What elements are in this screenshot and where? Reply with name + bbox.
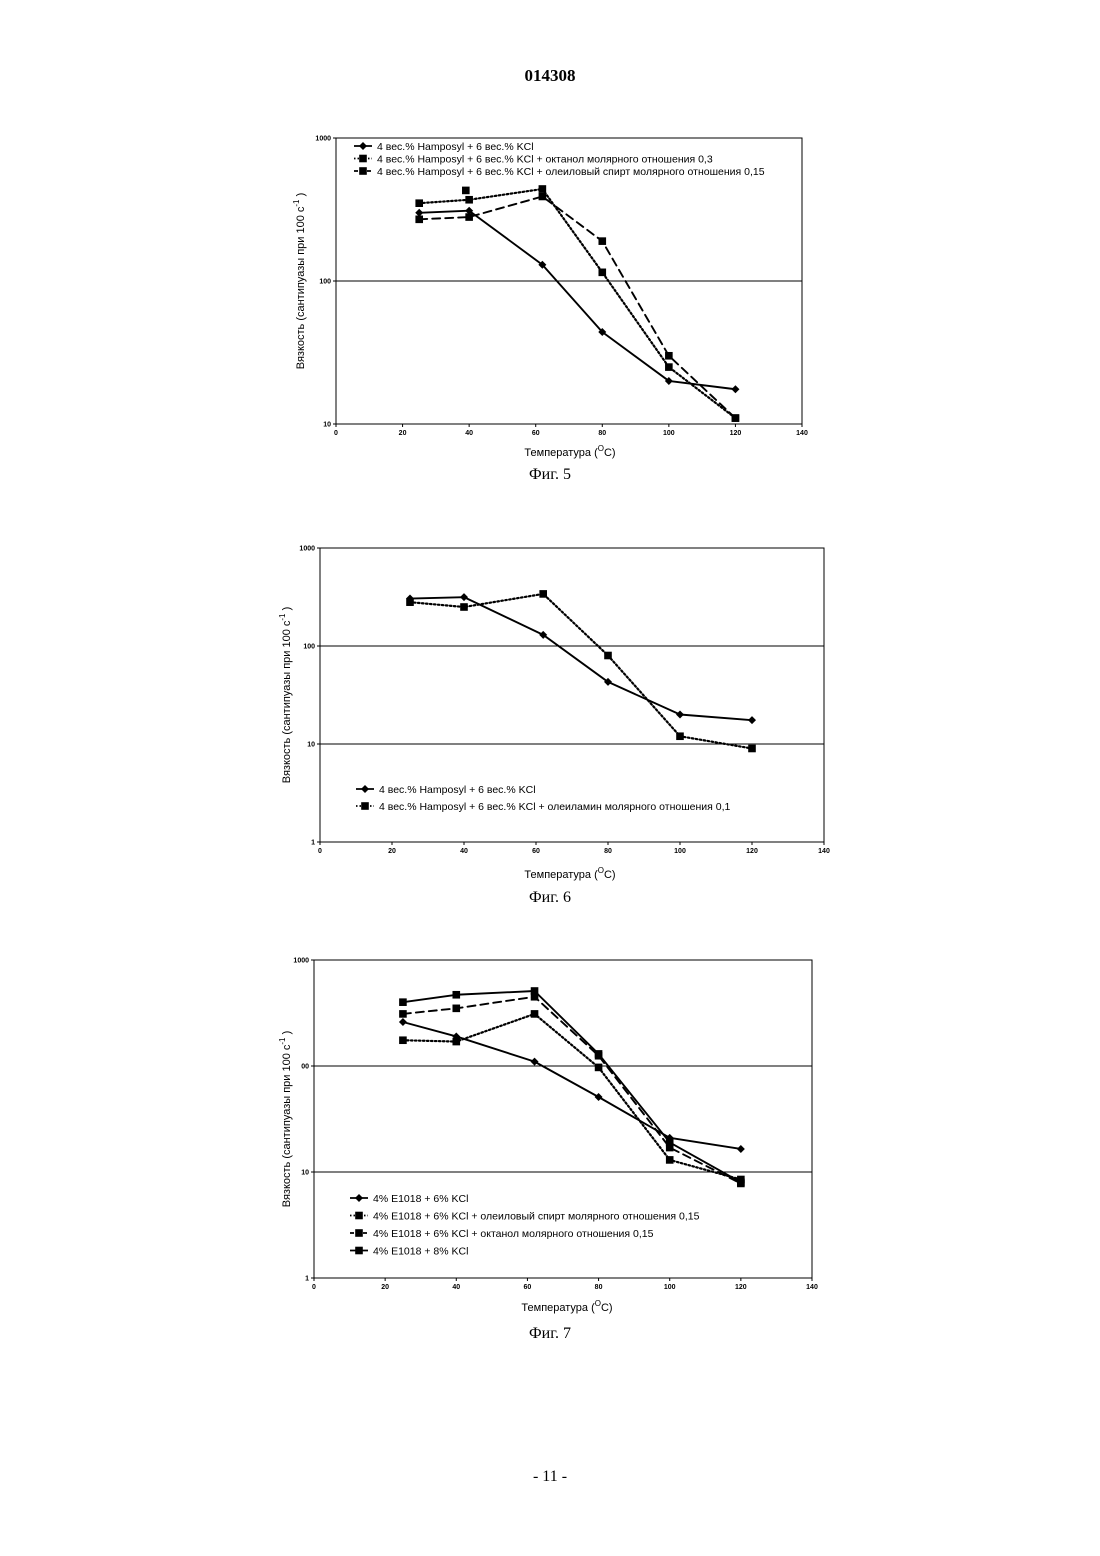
fig7-x-tick-label: 120: [735, 1284, 747, 1291]
fig7-caption: Фиг. 7: [529, 1325, 571, 1342]
fig7-x-tick-label: 40: [452, 1284, 460, 1291]
fig7-x-tick-label: 0: [312, 1284, 316, 1291]
fig7-series-4-point: [452, 991, 460, 999]
fig7-series-4-point: [737, 1178, 745, 1186]
fig7-series-2-point: [452, 1038, 460, 1046]
fig7-legend-label: 4% E1018 + 6% KCl + олеиловый спирт моля…: [373, 1210, 700, 1222]
page-footer: - 11 -: [0, 1468, 1100, 1486]
fig7-legend-swatch-marker: [355, 1229, 363, 1237]
fig7-series-4-point: [595, 1050, 603, 1058]
fig7-series-4-point: [531, 987, 539, 995]
fig7-x-tick-label: 140: [806, 1284, 818, 1291]
fig7-legend-swatch-marker: [355, 1247, 363, 1255]
fig7-series-3-point: [452, 1005, 460, 1013]
fig7-x-tick-label: 100: [664, 1284, 676, 1291]
fig7-y-tick-label: 1000: [293, 958, 309, 965]
fig7-y-tick-label: 00: [301, 1064, 309, 1071]
fig7-series-4-point: [666, 1139, 674, 1147]
fig7-series-2-point: [666, 1156, 674, 1164]
fig7-series-1-point: [737, 1145, 745, 1153]
fig7-series-4-line: [403, 991, 741, 1182]
fig7-series-3-point: [399, 1010, 407, 1018]
fig7-x-tick-label: 20: [381, 1284, 389, 1291]
fig7-series-1: [399, 1018, 745, 1153]
fig7-series-2: [399, 1010, 745, 1183]
fig7-x-tick-label: 60: [524, 1284, 532, 1291]
fig7-series-3: [399, 993, 745, 1187]
fig7-legend-swatch-marker: [355, 1212, 363, 1220]
fig7-series-2-point: [531, 1010, 539, 1018]
fig7-y-tick-label: 1: [305, 1276, 309, 1283]
fig7-series-1-point: [531, 1058, 539, 1066]
fig7-y-tick-label: 10: [301, 1170, 309, 1177]
fig7-series-4-point: [399, 998, 407, 1006]
fig7-legend-label: 4% E1018 + 6% KCl + октанол молярного от…: [373, 1228, 654, 1240]
fig7-x-axis-title: Температура (OC): [521, 1299, 612, 1314]
fig7-series-2-point: [399, 1036, 407, 1044]
fig7-series-2-point: [595, 1064, 603, 1072]
fig7-y-axis-title: Вязкость (сантипуазы при 100 с-1 ): [278, 1031, 293, 1208]
fig7-legend-swatch-marker: [355, 1194, 363, 1202]
fig7-x-tick-label: 80: [595, 1284, 603, 1291]
fig7-series-4: [399, 987, 745, 1186]
fig7-series-3-line: [403, 997, 741, 1184]
fig7-series-1-point: [595, 1093, 603, 1101]
fig7-legend-label: 4% E1018 + 6% KCl: [373, 1193, 468, 1205]
fig7-series-1-point: [399, 1018, 407, 1026]
fig7-legend-label: 4% E1018 + 8% KCl: [373, 1245, 468, 1257]
